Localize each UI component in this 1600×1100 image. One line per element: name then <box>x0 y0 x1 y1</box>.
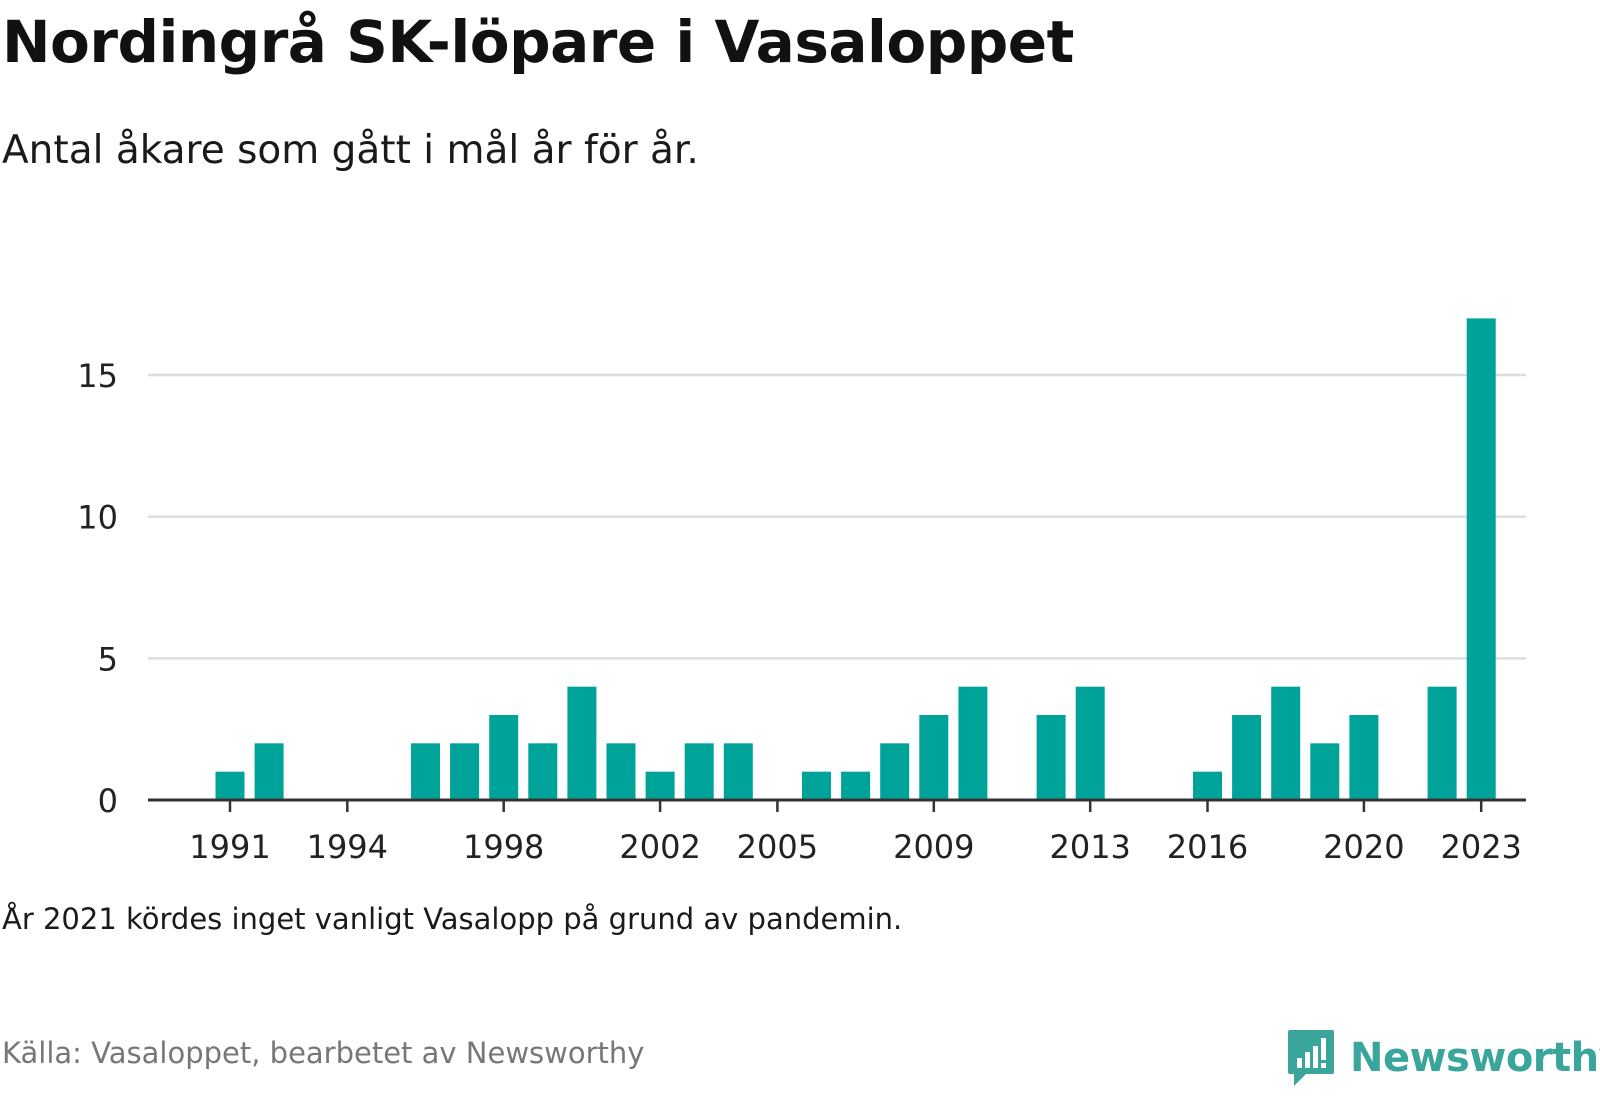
bar-chart-speech-bubble-icon <box>1288 1030 1334 1086</box>
bar-2018 <box>1271 686 1301 800</box>
bar-2002 <box>645 771 675 800</box>
bar-chart: 0 5 10 15 1991 1994 1998 2002 2005 2009 2013 2016 2… <box>77 318 1526 866</box>
bar-2019 <box>1310 743 1340 800</box>
bar-2023 <box>1466 318 1496 800</box>
chart-note: År 2021 kördes inget vanligt Vasalopp på… <box>2 902 903 936</box>
bar-2000 <box>567 686 597 800</box>
x-tick-label: 2002 <box>619 828 700 866</box>
bar-1998 <box>489 715 519 800</box>
bar-2016 <box>1193 771 1222 800</box>
x-tick-label: 2009 <box>893 828 974 866</box>
bar-1991 <box>215 771 245 800</box>
y-tick-labels: 0 5 10 15 <box>77 357 118 820</box>
bar-2008 <box>880 743 910 800</box>
x-tick-labels: 1991 1994 1998 2002 2005 2009 2013 2016 2020 2023 <box>189 828 1522 866</box>
gridlines <box>148 373 1526 660</box>
bar-2020 <box>1349 715 1379 800</box>
x-tick-label: 2013 <box>1049 828 1130 866</box>
bar-2003 <box>684 743 714 800</box>
chart-subtitle: Antal åkare som gått i mål år för år. <box>2 128 699 173</box>
bar-1997 <box>450 743 480 800</box>
bar-2017 <box>1232 715 1262 800</box>
x-tick-label: 1991 <box>189 828 270 866</box>
bar-2012 <box>1036 715 1066 800</box>
bar-2004 <box>723 743 753 800</box>
x-tick-label: 2020 <box>1323 828 1404 866</box>
bar-2010 <box>958 686 988 800</box>
bar-1992 <box>254 743 284 800</box>
x-tick-label: 1998 <box>463 828 544 866</box>
x-tick-label: 2023 <box>1440 828 1521 866</box>
bar-2007 <box>841 771 871 800</box>
y-tick-label: 15 <box>77 357 118 395</box>
x-tick-label: 1994 <box>307 828 388 866</box>
chart-title: Nordingrå SK-löpare i Vasaloppet <box>2 8 1074 76</box>
bar-2001 <box>606 743 636 800</box>
bar-1996 <box>411 743 440 800</box>
x-tick-label: 2005 <box>737 828 818 866</box>
y-tick-label: 0 <box>98 782 118 820</box>
bar-2009 <box>919 715 949 800</box>
y-tick-label: 10 <box>77 499 118 537</box>
brand-name: Newsworthy <box>1350 1035 1600 1081</box>
x-tick-label: 2016 <box>1167 828 1248 866</box>
bar-2013 <box>1075 686 1105 800</box>
bars <box>215 318 1496 800</box>
y-tick-label: 5 <box>98 640 118 678</box>
bar-1999 <box>528 743 558 800</box>
source-label: Källa: Vasaloppet, bearbetet av Newswort… <box>2 1036 645 1070</box>
axes <box>148 798 1526 812</box>
newsworthy-brand: Newsworthy <box>1286 1028 1600 1088</box>
bar-2022 <box>1427 686 1457 800</box>
bar-2006 <box>802 771 831 800</box>
